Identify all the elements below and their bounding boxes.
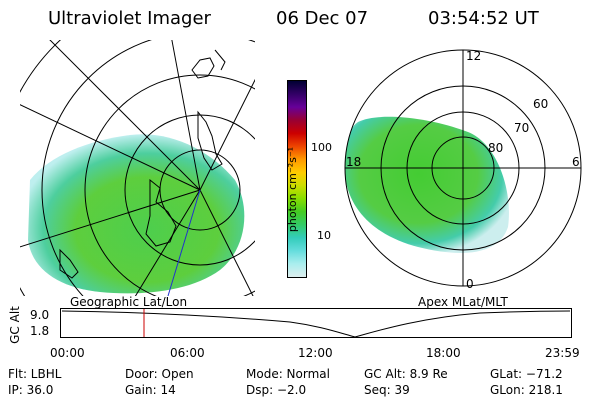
info-gain: Gain: 14 [125, 383, 176, 397]
altitude-tick-1-8: 1.8 [30, 324, 50, 338]
geographic-map-panel [20, 40, 255, 296]
auroral-emission-magnetic [345, 116, 509, 253]
time-tick-0000: 00:00 [50, 346, 85, 360]
time-tick-1200: 12:00 [298, 346, 333, 360]
colorbar-unit-label: photon cm⁻²s⁻¹ [286, 146, 300, 233]
time-tick-0600: 06:00 [170, 346, 205, 360]
image-date: 06 Dec 07 [276, 8, 369, 29]
noon-meridian-line [167, 189, 201, 296]
geographic-panel-caption: Geographic Lat/Lon [70, 295, 188, 309]
auroral-emission-geographic [28, 134, 245, 294]
altitude-plot [60, 308, 572, 338]
info-mode: Mode: Normal [246, 367, 330, 381]
time-tick-2359: 23:59 [545, 346, 580, 360]
info-filter: Flt: LBHL [8, 367, 62, 381]
info-glon: GLon: 218.1 [490, 383, 563, 397]
mlt-label-6: 6 [572, 155, 580, 169]
mlt-label-0: 0 [466, 277, 474, 291]
magnetic-panel-caption: Apex MLat/MLT [418, 295, 508, 309]
info-ip: IP: 36.0 [8, 383, 54, 397]
time-tick-1800: 18:00 [426, 346, 461, 360]
polar-grid [344, 49, 582, 287]
colorbar-tick-100: 100 [311, 141, 332, 154]
mlt-label-18: 18 [346, 155, 361, 169]
magnetic-polar-panel: 12 18 6 0 60 70 80 [344, 49, 582, 291]
longitude-grid [20, 40, 255, 296]
info-dsp: Dsp: −2.0 [246, 383, 307, 397]
mlat-label-70: 70 [514, 121, 529, 135]
altitude-curve [61, 310, 571, 338]
info-glat: GLat: −71.2 [490, 367, 563, 381]
altitude-axis-label: GC Alt [7, 306, 22, 344]
info-seq: Seq: 39 [364, 383, 410, 397]
image-time: 03:54:52 UT [428, 8, 539, 29]
colorbar [287, 80, 307, 278]
info-gc-alt: GC Alt: 8.9 Re [364, 367, 448, 381]
mlat-label-80: 80 [488, 141, 503, 155]
colorbar-tick-10: 10 [317, 229, 331, 242]
info-door: Door: Open [125, 367, 194, 381]
altitude-tick-9: 9.0 [30, 308, 50, 322]
mlat-label-60: 60 [533, 97, 548, 111]
coastline-outlines [59, 49, 226, 279]
imager-title: Ultraviolet Imager [48, 8, 211, 29]
mlt-label-12: 12 [466, 49, 481, 63]
